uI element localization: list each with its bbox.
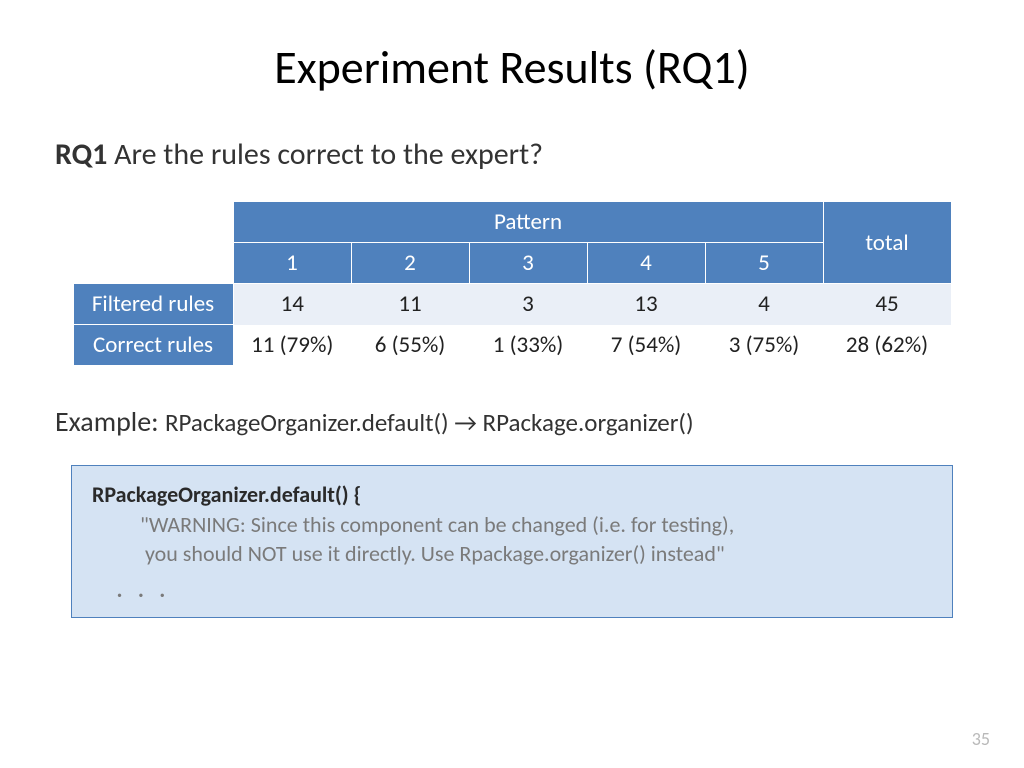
table-row: Filtered rules 14 11 3 13 4 45: [73, 284, 951, 325]
col-header: 3: [469, 243, 587, 284]
cell: 7 (54%): [587, 325, 705, 366]
code-box: RPackageOrganizer.default() { "WARNING: …: [71, 465, 953, 618]
slide: Experiment Results (RQ1) RQ1 Are the rul…: [0, 0, 1024, 768]
table-corner-blank: [73, 202, 233, 284]
col-header: 1: [233, 243, 351, 284]
results-table: Pattern total 1 2 3 4 5 Filtered rules 1…: [73, 201, 952, 366]
pattern-header: Pattern: [233, 202, 823, 243]
example-prefix: Example:: [55, 404, 165, 439]
cell: 11 (79%): [233, 325, 351, 366]
code-signature: RPackageOrganizer.default() {: [92, 480, 932, 510]
col-header: 2: [351, 243, 469, 284]
col-header: 4: [587, 243, 705, 284]
cell: 14: [233, 284, 351, 325]
code-ellipsis: . . .: [92, 569, 932, 607]
row-label: Correct rules: [73, 325, 233, 366]
code-warning-line: "WARNING: Since this component can be ch…: [92, 510, 932, 540]
cell-total: 28 (62%): [823, 325, 951, 366]
example-line: Example: RPackageOrganizer.default() → R…: [55, 404, 969, 439]
rq-text: Are the rules correct to the expert?: [107, 136, 543, 173]
cell: 13: [587, 284, 705, 325]
col-header: 5: [705, 243, 823, 284]
example-code: RPackageOrganizer.default() → RPackage.o…: [165, 407, 694, 438]
cell: 3 (75%): [705, 325, 823, 366]
cell: 6 (55%): [351, 325, 469, 366]
cell: 4: [705, 284, 823, 325]
slide-title: Experiment Results (RQ1): [55, 40, 969, 96]
cell-total: 45: [823, 284, 951, 325]
page-number: 35: [972, 728, 990, 750]
row-label: Filtered rules: [73, 284, 233, 325]
research-question: RQ1 Are the rules correct to the expert?: [55, 136, 969, 173]
cell: 3: [469, 284, 587, 325]
table-header-row-1: Pattern total: [73, 202, 951, 243]
table-row: Correct rules 11 (79%) 6 (55%) 1 (33%) 7…: [73, 325, 951, 366]
cell: 11: [351, 284, 469, 325]
code-warning-line: you should NOT use it directly. Use Rpac…: [92, 539, 932, 569]
cell: 1 (33%): [469, 325, 587, 366]
rq-label: RQ1: [55, 136, 107, 173]
total-header: total: [823, 202, 951, 284]
